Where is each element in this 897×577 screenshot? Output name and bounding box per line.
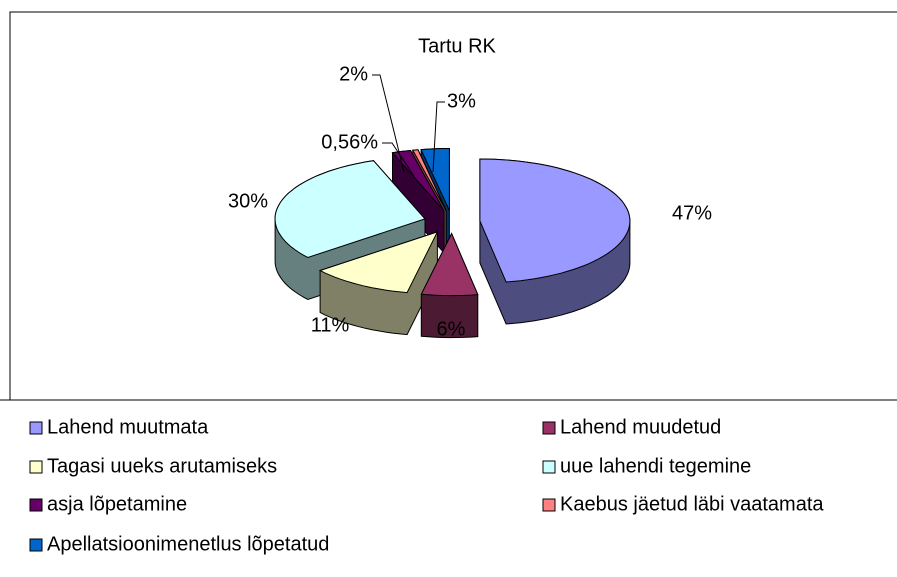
legend-label: Lahend muutmata [47,416,209,438]
legend-swatch [29,538,43,552]
legend-swatch [29,460,43,474]
data-label: 30% [228,190,268,212]
leader-line [372,74,405,173]
legend-swatch [29,421,43,435]
legend-swatch [542,498,556,512]
legend-label: Tagasi uueks arutamiseks [47,455,277,477]
legend-label: uue lahendi tegemine [560,455,751,477]
leader-line [432,101,445,173]
legend-swatch [29,498,43,512]
legend-label: Apellatsioonimenetlus lõpetatud [47,533,329,555]
legend-label: asja lõpetamine [47,493,187,515]
data-label: 11% [311,314,350,336]
pie-slice [391,149,445,212]
pie-slice [420,232,479,297]
data-label: 47% [672,202,712,224]
legend-swatch [542,421,556,435]
leader-line [382,142,415,177]
legend-label: Lahend muudetud [560,416,721,438]
legend-swatch [542,460,556,474]
chart-title: Tartu RK [418,35,496,57]
pie-slice [420,148,450,211]
pie-slice [411,149,447,211]
data-label: 3% [447,90,476,112]
pie-slice [274,160,426,259]
data-label: 6% [437,318,466,340]
pie-slice [318,231,439,294]
data-label: 2% [339,63,368,85]
pie-slice [479,158,631,283]
plot-frame [9,11,897,401]
data-label: 0,56% [321,131,378,153]
legend-label: Kaebus jäetud läbi vaatamata [560,493,824,515]
